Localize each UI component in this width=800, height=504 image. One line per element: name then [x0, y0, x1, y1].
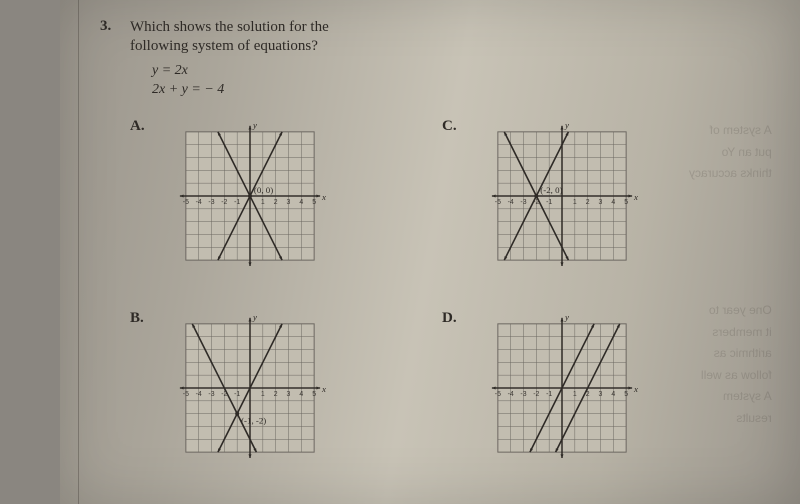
question-text: Which shows the solution for the followi… [130, 18, 329, 56]
svg-text:1: 1 [261, 391, 265, 398]
svg-text:4: 4 [299, 199, 303, 206]
svg-text:-3: -3 [208, 391, 214, 398]
choice-label-a: A. [130, 118, 145, 135]
equation-1: y = 2x [152, 63, 188, 78]
graph-c: -5-4-3-2-112345(-2, 0)yx [482, 120, 632, 270]
svg-text:5: 5 [312, 199, 316, 206]
svg-text:-3: -3 [520, 199, 526, 206]
svg-text:2: 2 [274, 391, 278, 398]
choice-label-c: C. [442, 118, 457, 135]
svg-text:y: y [252, 312, 257, 322]
svg-text:4: 4 [611, 391, 615, 398]
svg-text:-5: -5 [495, 199, 501, 206]
choice-label-d: D. [442, 310, 457, 327]
svg-text:1: 1 [573, 391, 577, 398]
svg-text:5: 5 [624, 199, 628, 206]
svg-text:-2: -2 [533, 391, 539, 398]
svg-text:(-1, -2): (-1, -2) [241, 416, 266, 426]
svg-text:-4: -4 [196, 391, 202, 398]
svg-text:x: x [633, 384, 638, 394]
svg-text:y: y [564, 120, 569, 130]
svg-text:x: x [633, 192, 638, 202]
svg-text:-1: -1 [546, 391, 552, 398]
svg-text:1: 1 [573, 199, 577, 206]
svg-text:x: x [321, 384, 326, 394]
choice-label-b: B. [130, 310, 144, 327]
svg-text:-3: -3 [520, 391, 526, 398]
question-number: 3. [100, 18, 111, 35]
svg-text:2: 2 [586, 199, 590, 206]
svg-text:2: 2 [274, 199, 278, 206]
svg-text:(-2, 0): (-2, 0) [540, 185, 562, 195]
graph-b: -5-4-3-2-112345(-1, -2)yx [170, 312, 320, 462]
svg-text:(0, 0): (0, 0) [254, 185, 273, 195]
svg-text:-4: -4 [508, 199, 514, 206]
svg-text:y: y [252, 120, 257, 130]
svg-text:3: 3 [599, 199, 603, 206]
svg-text:3: 3 [287, 199, 291, 206]
svg-text:x: x [321, 192, 326, 202]
svg-text:4: 4 [611, 199, 615, 206]
svg-text:-5: -5 [183, 391, 189, 398]
svg-text:-5: -5 [183, 199, 189, 206]
svg-text:5: 5 [312, 391, 316, 398]
graph-d: -5-4-3-2-112345yx [482, 312, 632, 462]
svg-text:-2: -2 [221, 199, 227, 206]
equation-block: y = 2x 2x + y = − 4 [152, 62, 224, 100]
question-line-1: Which shows the solution for the [130, 19, 329, 35]
bleed-through-text-1: A system ofput an Yothinks accuracy [689, 120, 772, 185]
graph-a: -5-4-3-2-112345(0, 0)yx [170, 120, 320, 270]
svg-text:3: 3 [599, 391, 603, 398]
margin-rule [78, 0, 79, 504]
svg-text:-1: -1 [234, 391, 240, 398]
svg-text:-3: -3 [208, 199, 214, 206]
svg-text:4: 4 [299, 391, 303, 398]
svg-text:-5: -5 [495, 391, 501, 398]
svg-text:3: 3 [287, 391, 291, 398]
svg-text:5: 5 [624, 391, 628, 398]
svg-text:1: 1 [261, 199, 265, 206]
equation-2: 2x + y = − 4 [152, 82, 224, 97]
bleed-through-text-2: One year toit membersarithmic asfollow a… [701, 300, 772, 430]
svg-text:-1: -1 [546, 199, 552, 206]
svg-text:y: y [564, 312, 569, 322]
svg-text:-4: -4 [196, 199, 202, 206]
svg-text:-1: -1 [234, 199, 240, 206]
svg-text:-4: -4 [508, 391, 514, 398]
question-line-2: following system of equations? [130, 38, 318, 54]
